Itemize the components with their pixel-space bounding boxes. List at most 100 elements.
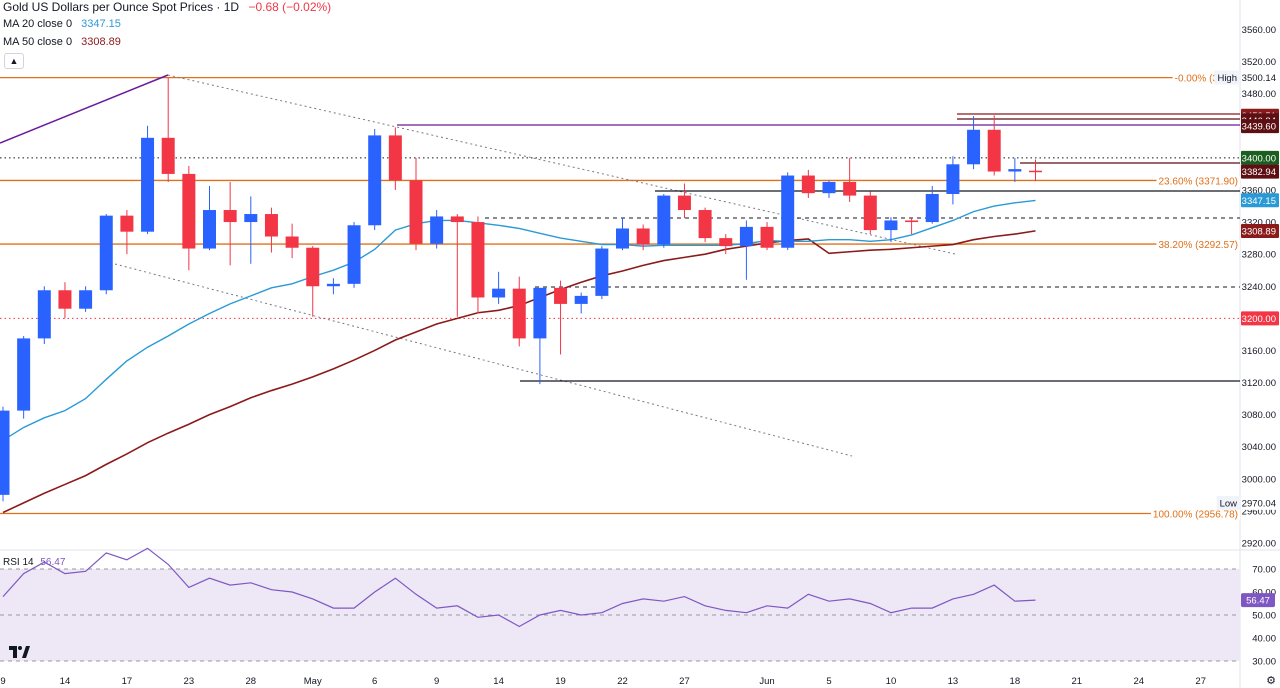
candle-down[interactable] — [182, 173, 196, 249]
fib-label-bg — [1172, 73, 1240, 85]
time-tick-label: 17 — [122, 676, 133, 687]
candle-up[interactable] — [616, 228, 629, 249]
candle-down[interactable] — [161, 137, 175, 174]
candle-up[interactable] — [946, 164, 960, 194]
time-tick-label: Jun — [759, 676, 774, 687]
candles-layer — [0, 77, 1042, 502]
rsi-tick-label: 40.00 — [1252, 634, 1276, 645]
price-tag-note: Low — [1220, 498, 1238, 509]
candle-up[interactable] — [657, 195, 671, 245]
rsi-tick-label: 60.00 — [1252, 588, 1276, 599]
price-tag-value: 3347.15 — [1242, 196, 1276, 207]
candle-down[interactable] — [905, 220, 919, 223]
candle-up[interactable] — [347, 225, 361, 284]
candle-down[interactable] — [264, 214, 278, 237]
time-tick-label: 27 — [679, 676, 690, 687]
ma50-line — [2, 230, 1036, 514]
candle-up[interactable] — [326, 283, 340, 287]
candle-up[interactable] — [967, 129, 981, 165]
candle-up[interactable] — [244, 214, 258, 223]
time-tick-label: 24 — [1133, 676, 1144, 687]
price-tag — [1241, 495, 1279, 510]
candle-down[interactable] — [223, 210, 237, 223]
candle-up[interactable] — [99, 215, 113, 291]
price-tag — [1241, 150, 1279, 165]
candle-down[interactable] — [450, 216, 464, 223]
candle-down[interactable] — [554, 287, 568, 304]
candle-down[interactable] — [987, 129, 1001, 172]
candle-up[interactable] — [574, 295, 588, 304]
candle-down[interactable] — [801, 175, 815, 194]
chart-legend-title: Gold US Dollars per Ounce Spot Prices · … — [3, 0, 331, 14]
fib-level-label: 23.60% (3371.90) — [1158, 176, 1238, 187]
price-axis[interactable]: 2920.00 2960.00 3000.00 3040.00 3080.00 3120.… — [1214, 25, 1279, 668]
candle-up[interactable] — [79, 290, 93, 309]
candle-up[interactable] — [141, 137, 155, 232]
candle-down[interactable] — [512, 288, 526, 339]
candle-up[interactable] — [203, 210, 216, 249]
price-tick-label: 3520.00 — [1242, 57, 1276, 68]
ma20-legend[interactable]: MA 20 close 0 3347.15 — [3, 17, 121, 31]
candle-up[interactable] — [430, 216, 444, 244]
price-tag-value: 3500.14 — [1242, 73, 1276, 84]
rsi-legend[interactable]: RSI 14 56.47 — [3, 557, 65, 568]
candle-down[interactable] — [636, 228, 650, 245]
candle-down[interactable] — [285, 236, 299, 248]
time-tick-label: 10 — [886, 676, 897, 687]
time-tick-label: 21 — [1072, 676, 1083, 687]
candle-down[interactable] — [843, 181, 857, 196]
rsi-tick-label: 50.00 — [1252, 611, 1276, 622]
symbol-title[interactable]: Gold US Dollars per Ounce Spot Prices · … — [3, 0, 240, 14]
time-tick-label: 9 — [434, 676, 439, 687]
fib-level-label: 38.20% (3292.57) — [1158, 240, 1238, 251]
candle-down[interactable] — [760, 226, 774, 248]
candle-down[interactable] — [306, 247, 320, 287]
candle-up[interactable] — [368, 135, 382, 226]
price-tick-label: 3360.00 — [1242, 185, 1276, 196]
fib-label-bg — [1150, 509, 1240, 521]
candle-up[interactable] — [925, 193, 939, 223]
candle-up[interactable] — [17, 338, 31, 411]
candle-up[interactable] — [884, 220, 898, 231]
time-tick-label: 18 — [1010, 676, 1021, 687]
price-tick-label: 3040.00 — [1242, 442, 1276, 453]
ma50-legend[interactable]: MA 50 close 0 3308.89 — [3, 35, 121, 49]
price-tag-value: 3200.00 — [1242, 314, 1276, 325]
candle-up[interactable] — [739, 226, 753, 247]
tradingview-logo[interactable] — [8, 643, 30, 659]
candle-down[interactable] — [677, 195, 691, 211]
candle-up[interactable] — [595, 248, 609, 296]
price-tag — [1241, 70, 1279, 85]
candle-down[interactable] — [1029, 170, 1042, 173]
price-tick-label: 3000.00 — [1242, 474, 1276, 485]
rsi-value: 56.47 — [40, 557, 66, 568]
candle-down[interactable] — [388, 135, 402, 181]
candle-up[interactable] — [37, 290, 51, 339]
candle-up[interactable] — [822, 181, 836, 194]
collapse-legend-button[interactable]: ▲ — [4, 53, 24, 69]
candle-down[interactable] — [58, 290, 72, 309]
time-axis[interactable]: 9 14 17 23 28 May 6 9 14 19 22 27 Jun 5 10 13 18 21 24 27 — [0, 676, 1206, 687]
candle-down[interactable] — [719, 238, 733, 247]
rsi-current-tag — [1241, 593, 1275, 608]
candle-up[interactable] — [533, 287, 547, 339]
ma50-value: 3308.89 — [81, 36, 121, 48]
candle-down[interactable] — [698, 210, 712, 239]
candle-up[interactable] — [1008, 169, 1022, 172]
candle-down[interactable] — [409, 180, 423, 244]
candle-down[interactable] — [471, 222, 485, 298]
candle-up[interactable] — [492, 288, 506, 298]
candle-down[interactable] — [863, 195, 877, 231]
gear-icon[interactable]: ⚙ — [1266, 675, 1276, 687]
ma20-value: 3347.15 — [81, 18, 121, 30]
price-tag-value: 3308.89 — [1242, 226, 1276, 237]
candle-down[interactable] — [120, 215, 134, 232]
time-tick-label: 22 — [617, 676, 628, 687]
rsi-tick-label: 70.00 — [1252, 565, 1276, 576]
candle-up[interactable] — [781, 175, 795, 248]
price-tag-note-bg — [1216, 495, 1241, 510]
price-tick-label: 3280.00 — [1242, 250, 1276, 261]
price-tick-label: 3240.00 — [1242, 282, 1276, 293]
candle-up[interactable] — [0, 410, 10, 495]
